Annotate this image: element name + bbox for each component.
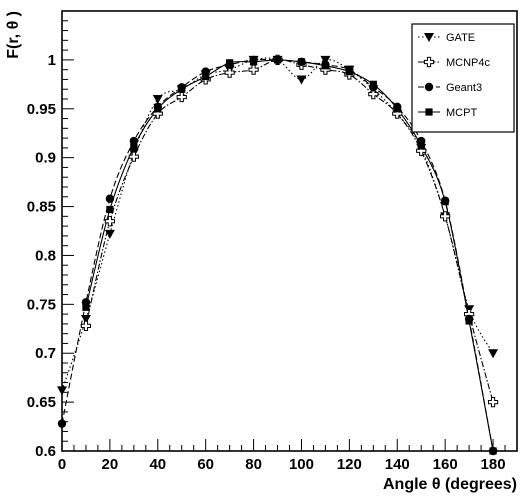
y-tick-label: 0.6 bbox=[35, 443, 56, 460]
data-point-geant3 bbox=[129, 136, 139, 146]
legend-label-mcnp4c: MCNP4c bbox=[446, 57, 491, 69]
data-point-mcnp4c bbox=[224, 67, 235, 78]
y-tick-label: 0.95 bbox=[27, 101, 56, 118]
data-point-mcnp4c bbox=[176, 91, 187, 103]
data-point-gate bbox=[152, 95, 163, 104]
y-tick-label: 1 bbox=[48, 52, 56, 69]
data-point-mcnp4c bbox=[104, 216, 115, 227]
data-point-mcpt bbox=[321, 62, 330, 70]
data-point-gate bbox=[320, 55, 331, 65]
x-tick-labels: 0 20 40 60 80 100 120 140 160 180 bbox=[58, 456, 506, 473]
x-tick-label: 40 bbox=[149, 456, 166, 473]
plot-area bbox=[57, 54, 499, 456]
data-point-mcpt bbox=[178, 85, 186, 93]
data-point-mcpt bbox=[273, 56, 282, 64]
data-point-mcpt bbox=[154, 105, 162, 113]
data-point-mcnp4c bbox=[80, 320, 92, 331]
data-point-mcpt bbox=[82, 303, 90, 311]
data-point-mcpt bbox=[202, 72, 210, 81]
x-tick-label: 160 bbox=[433, 456, 458, 473]
x-tick-label: 0 bbox=[58, 456, 66, 473]
x-tick-label: 20 bbox=[102, 456, 119, 473]
x-axis-title: Angle θ (degrees) bbox=[383, 476, 517, 493]
data-point-gate bbox=[488, 349, 499, 359]
data-point-mcpt bbox=[417, 142, 425, 150]
data-point-mcpt bbox=[130, 143, 138, 151]
series-line-mcnp4c bbox=[85, 59, 494, 403]
y-tick-label: 0.8 bbox=[35, 247, 56, 264]
legend: GATE MCNP4c Geant3 MCPT bbox=[411, 23, 515, 133]
y-tick-label: 0.9 bbox=[35, 150, 56, 167]
y-tick-label: 0.65 bbox=[27, 394, 56, 411]
x-tick-label: 140 bbox=[385, 456, 410, 473]
legend-label-geant3: Geant3 bbox=[446, 82, 482, 94]
data-point-gate bbox=[104, 229, 115, 239]
data-point-mcpt bbox=[369, 80, 377, 88]
data-point-gate bbox=[80, 315, 91, 324]
legend-label-gate: GATE bbox=[446, 32, 475, 44]
data-point-geant3 bbox=[105, 194, 115, 203]
y-tick-labels: 0.6 0.65 0.7 0.75 0.8 0.85 0.9 0.95 1 bbox=[27, 52, 56, 460]
data-point-mcnp4c bbox=[440, 211, 451, 222]
series-line-mcpt bbox=[85, 59, 494, 451]
data-point-mcpt bbox=[297, 58, 306, 66]
y-tick-label: 0.7 bbox=[35, 345, 56, 362]
data-point-mcnp4c bbox=[128, 151, 139, 162]
data-point-mcpt bbox=[441, 198, 449, 206]
x-tick-label: 120 bbox=[337, 456, 362, 473]
data-point-mcpt bbox=[226, 59, 234, 67]
data-point-mcpt bbox=[345, 68, 353, 76]
series-line-geant3 bbox=[62, 58, 494, 451]
x-tick-label: 60 bbox=[197, 456, 214, 473]
data-point-gate bbox=[296, 75, 307, 85]
data-point-mcnp4c bbox=[487, 397, 499, 408]
y-axis-title: F(r, θ ) bbox=[5, 11, 22, 59]
x-tick-label: 100 bbox=[289, 456, 314, 473]
y-tick-label: 0.75 bbox=[27, 296, 56, 313]
legend-label-mcpt: MCPT bbox=[446, 107, 477, 119]
legend-marker-mcnp4c bbox=[423, 56, 435, 68]
x-tick-label: 180 bbox=[481, 456, 506, 473]
legend-marker-mcpt bbox=[425, 108, 433, 116]
data-point-mcpt bbox=[393, 105, 401, 113]
data-point-mcpt bbox=[249, 58, 258, 66]
legend-marker-gate bbox=[424, 33, 434, 42]
data-point-mcpt bbox=[465, 317, 473, 325]
y-tick-label: 0.85 bbox=[27, 199, 56, 216]
axis-ticks bbox=[61, 20, 518, 452]
data-point-mcnp4c bbox=[248, 64, 259, 75]
data-point-mcpt bbox=[106, 205, 114, 214]
data-point-mcnp4c bbox=[368, 89, 379, 100]
legend-marker-geant3 bbox=[424, 82, 434, 92]
x-tick-label: 80 bbox=[245, 456, 262, 473]
